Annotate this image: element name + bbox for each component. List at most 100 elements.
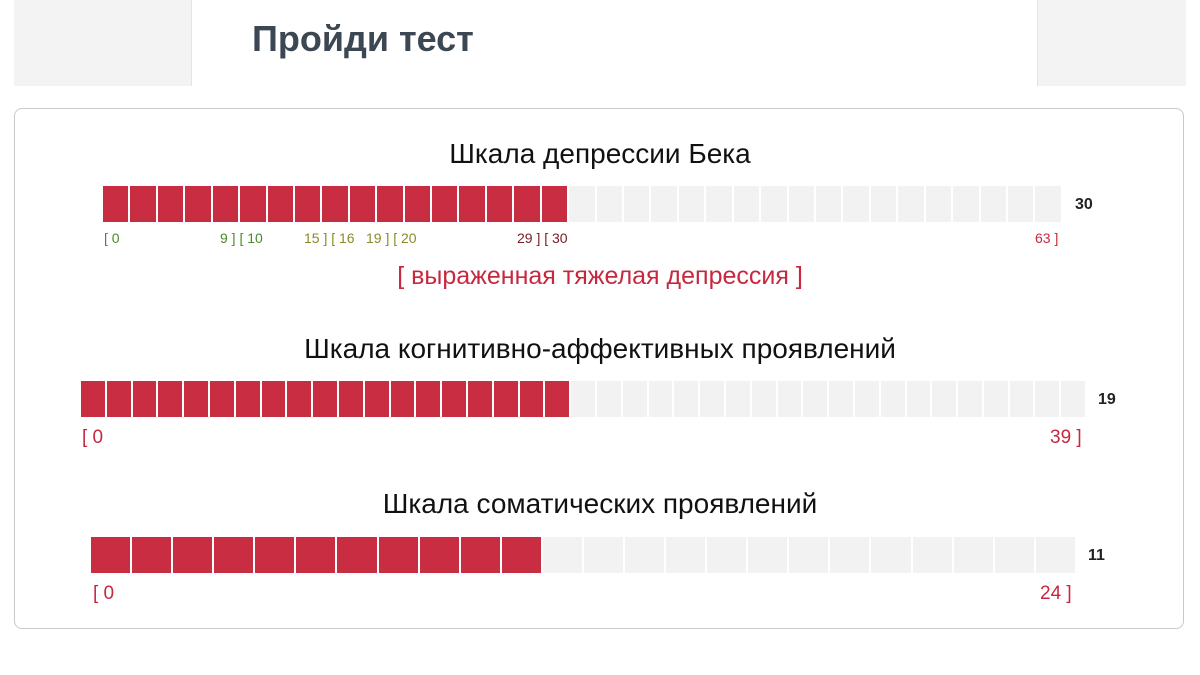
bar-segment-empty	[830, 537, 870, 573]
bar-segment-filled	[432, 186, 458, 222]
bar-segment-empty	[583, 537, 624, 573]
bar-segment-filled	[378, 537, 418, 573]
bar-segment-empty	[829, 381, 853, 417]
bar-segment-empty	[1061, 381, 1086, 417]
bar-segment-empty	[925, 186, 952, 222]
bar-segment-empty	[666, 537, 706, 573]
beck-verdict: [ выраженная тяжелая депрессия ]	[397, 262, 803, 290]
bar-segment-empty	[932, 381, 957, 417]
bar-segment-empty	[700, 381, 724, 417]
bar-segment-empty	[980, 186, 1006, 222]
page-title: Пройди тест	[252, 18, 474, 59]
somatic-tick-24: 24 ]	[1040, 583, 1072, 604]
bar-segment-empty	[706, 186, 732, 222]
bar-segment-filled	[416, 381, 441, 417]
bar-segment-filled	[103, 186, 129, 222]
bar-segment-filled	[287, 381, 312, 417]
bar-segment-empty	[994, 537, 1034, 573]
bar-segment-empty	[751, 381, 776, 417]
bar-segment-filled	[419, 537, 459, 573]
cognitive-score: 19	[1098, 391, 1116, 408]
top-bar: Пройди тест	[14, 0, 1186, 86]
bar-segment-empty	[569, 186, 595, 222]
cognitive-tick-0: [ 0	[82, 427, 104, 448]
bar-segment-filled	[377, 186, 403, 222]
somatic-score: 11	[1088, 547, 1105, 564]
bar-segment-filled	[460, 537, 500, 573]
bar-segment-filled	[240, 186, 266, 222]
bar-segment-filled	[390, 381, 415, 417]
scale-title-cognitive: Шкала когнитивно-аффективных проявлений	[304, 333, 896, 364]
bar-segment-filled	[158, 381, 183, 417]
bar-segment-empty	[854, 381, 879, 417]
bar-segment-empty	[1035, 381, 1060, 417]
bar-segment-filled	[519, 381, 544, 417]
bar-segment-empty	[624, 186, 650, 222]
bar-segment-filled	[514, 186, 540, 222]
bar-segment-empty	[843, 186, 869, 222]
bar-segment-empty	[1007, 186, 1034, 222]
bar-segment-empty	[803, 381, 828, 417]
bar-segment-filled	[235, 381, 260, 417]
bar-segment-filled	[467, 381, 492, 417]
bar-segment-filled	[132, 537, 172, 573]
bar-segment-empty	[596, 186, 623, 222]
bar-segment-empty	[953, 186, 979, 222]
bar-segment-empty	[622, 381, 647, 417]
bar-segment-filled	[364, 381, 389, 417]
bar-segment-filled	[267, 186, 293, 222]
bar-segment-filled	[294, 186, 321, 222]
bar-segment-filled	[404, 186, 431, 222]
bar-segment-empty	[1035, 537, 1075, 573]
bar-segment-filled	[349, 186, 376, 222]
bar-segment-empty	[1009, 381, 1034, 417]
bar-segment-empty	[898, 186, 924, 222]
bar-segment-filled	[337, 537, 377, 573]
bar-segment-filled	[106, 381, 131, 417]
beck-score: 30	[1075, 196, 1093, 213]
bar-segment-filled	[501, 537, 541, 573]
bar-segment-empty	[906, 381, 931, 417]
bar-segment-empty	[815, 186, 842, 222]
bar-segment-filled	[91, 537, 131, 573]
bar-segment-filled	[132, 381, 157, 417]
beck-tick-63: 63 ]	[1035, 230, 1059, 246]
bar-segment-empty	[571, 381, 595, 417]
bar-segment-filled	[184, 381, 208, 417]
bar-segment-empty	[871, 537, 911, 573]
bar-segment-empty	[542, 537, 582, 573]
bar-segment-empty	[870, 186, 897, 222]
bar-segment-empty	[648, 381, 673, 417]
header-panel: Пройди тест	[191, 0, 1038, 86]
scale-title-somatic: Шкала соматических проявлений	[382, 488, 818, 519]
bar-segment-empty	[733, 186, 760, 222]
bar-segment-empty	[678, 186, 705, 222]
beck-tick-9-10: 9 ] [ 10	[220, 230, 263, 246]
bar-segment-empty	[958, 381, 982, 417]
bar-segment-empty	[777, 381, 802, 417]
bar-segment-filled	[261, 381, 286, 417]
bar-segment-filled	[442, 381, 466, 417]
bar-segment-empty	[983, 381, 1008, 417]
bar-segment-empty	[789, 537, 829, 573]
bar-segment-filled	[322, 186, 348, 222]
bar-segment-filled	[173, 537, 213, 573]
bar-segment-filled	[296, 537, 336, 573]
bar-segment-empty	[788, 186, 814, 222]
bar-segment-empty	[761, 186, 787, 222]
beck-tick-15-16: 15 ] [ 16	[304, 230, 355, 246]
bar-segment-filled	[541, 186, 568, 222]
bar-segment-empty	[880, 381, 905, 417]
bar-segment-empty	[912, 537, 952, 573]
beck-scale-bar	[103, 186, 1061, 222]
bar-segment-filled	[209, 381, 234, 417]
bar-segment-empty	[748, 537, 788, 573]
bar-segment-filled	[486, 186, 513, 222]
bar-segment-empty	[1035, 186, 1061, 222]
bar-segment-filled	[185, 186, 211, 222]
beck-tick-19-20: 19 ] [ 20	[366, 230, 417, 246]
bar-segment-filled	[81, 381, 105, 417]
bar-segment-filled	[338, 381, 363, 417]
bar-segment-filled	[493, 381, 518, 417]
bar-segment-filled	[545, 381, 570, 417]
